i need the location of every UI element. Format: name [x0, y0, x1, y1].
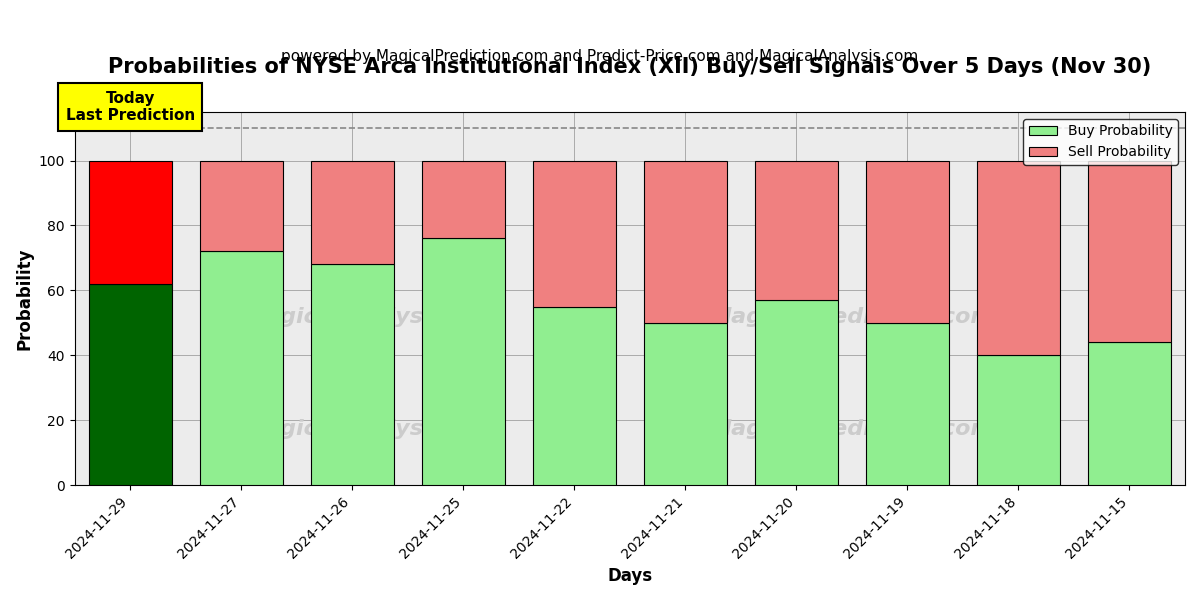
Bar	[1088, 342, 1171, 485]
Text: MagicalPrediction.com: MagicalPrediction.com	[709, 419, 994, 439]
Bar	[755, 300, 838, 485]
Bar	[755, 161, 838, 300]
Bar	[533, 161, 616, 307]
Bar	[421, 238, 505, 485]
Text: MagicalPrediction.com: MagicalPrediction.com	[709, 307, 994, 327]
Bar	[865, 323, 949, 485]
Bar	[199, 161, 283, 251]
Y-axis label: Probability: Probability	[16, 247, 34, 350]
Bar	[89, 284, 172, 485]
Bar	[643, 161, 727, 323]
Title: Probabilities of NYSE Arca Institutional Index (XII) Buy/Sell Signals Over 5 Day: Probabilities of NYSE Arca Institutional…	[108, 57, 1152, 77]
Bar	[977, 355, 1060, 485]
Text: Today
Last Prediction: Today Last Prediction	[66, 91, 194, 123]
Legend: Buy Probability, Sell Probability: Buy Probability, Sell Probability	[1024, 119, 1178, 165]
Bar	[311, 265, 394, 485]
Bar	[977, 161, 1060, 355]
Bar	[199, 251, 283, 485]
Bar	[421, 161, 505, 238]
Bar	[1088, 161, 1171, 342]
Bar	[311, 161, 394, 265]
Bar	[89, 161, 172, 284]
Text: MagicalAnalysis.com: MagicalAnalysis.com	[244, 419, 505, 439]
Text: MagicalAnalysis.com: MagicalAnalysis.com	[244, 307, 505, 327]
X-axis label: Days: Days	[607, 567, 653, 585]
Bar	[533, 307, 616, 485]
Bar	[865, 161, 949, 323]
Bar	[643, 323, 727, 485]
Text: powered by MagicalPrediction.com and Predict-Price.com and MagicalAnalysis.com: powered by MagicalPrediction.com and Pre…	[281, 49, 919, 64]
